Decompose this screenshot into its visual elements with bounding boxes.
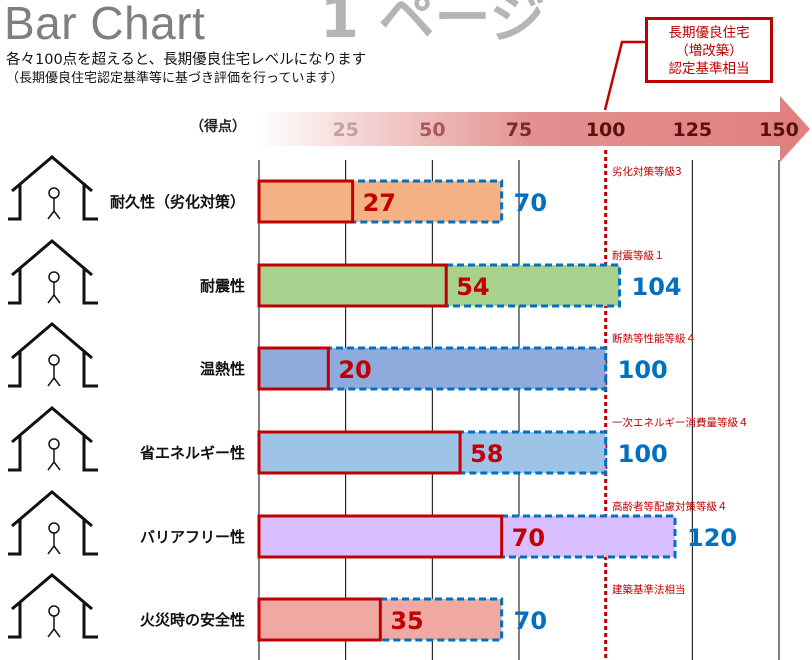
current-bar [257,263,448,308]
annotation-label: 断熱等性能等級４ [612,333,696,345]
x-tick-label: 150 [759,119,799,141]
target-bar [257,179,504,224]
current-bar [257,430,462,475]
annotation-label: 耐震等級１ [612,250,665,262]
current-bar [257,514,504,559]
house-illustration-icon [8,490,98,556]
bar-fill [259,516,675,557]
bar-fill [259,432,606,473]
x-axis-label: （得点） [190,119,246,135]
house-illustration-icon [8,322,98,388]
current-value-label: 58 [470,440,503,468]
house-illustration-icon [8,155,98,221]
x-tick-label: 125 [672,119,712,141]
x-tick-label: 75 [506,119,532,141]
category-label: バリアフリー性 [139,528,245,546]
annotation-label: 建築基準法相当 [612,584,686,596]
callout-box: 長期優良住宅 （増改築） 認定基準相当 [645,17,773,83]
x-tick-label: 50 [419,119,445,141]
current-bar [257,597,382,642]
bar-fill [259,181,502,222]
category-label: 温熱性 [199,360,245,378]
x-tick-label: 100 [586,119,626,141]
target-value-label: 100 [618,440,668,468]
category-label: 耐震性 [199,277,245,295]
bar-fill [259,265,620,306]
bar-fill [259,348,606,389]
chart-note: （長期優良住宅認定基準等に基づき評価を行っています） [6,71,344,86]
annotation-label: 一次エネルギー消費量等級４ [612,417,749,429]
chart-title: Bar Chart [4,0,206,49]
target-value-label: 120 [687,524,737,552]
current-value-label: 27 [363,189,396,217]
target-value-label: 70 [514,607,547,635]
axis-arrow [255,96,810,162]
chart-subtitle: 各々100点を超えると、長期優良住宅レベルになります [6,52,367,68]
house-illustration-icon [8,406,98,472]
callout-line-1: 長期優良住宅 [668,25,750,41]
house-illustration-icon [8,239,98,305]
annotation-label: 高齢者等配慮対策等級４ [612,501,728,513]
current-bar [257,179,355,224]
callout-line-2: （増改築） [675,43,743,59]
house-illustration-icon [8,573,98,639]
category-label: 耐久性（劣化対策） [109,193,245,211]
category-label: 省エネルギー性 [139,444,245,462]
current-bar [257,346,330,391]
annotation-label: 劣化対策等級3 [612,166,682,178]
callout-line-3: 認定基準相当 [668,61,750,77]
target-value-label: 70 [514,189,547,217]
current-value-label: 35 [390,607,423,635]
target-value-label: 104 [632,273,682,301]
x-tick-label: 25 [332,119,358,141]
callout-connector [603,40,645,111]
target-value-label: 100 [618,356,668,384]
current-value-label: 20 [338,356,371,384]
page-watermark: 1 ページ [320,0,546,51]
current-value-label: 70 [512,524,545,552]
current-value-label: 54 [456,273,489,301]
category-label: 火災時の安全性 [139,611,245,629]
